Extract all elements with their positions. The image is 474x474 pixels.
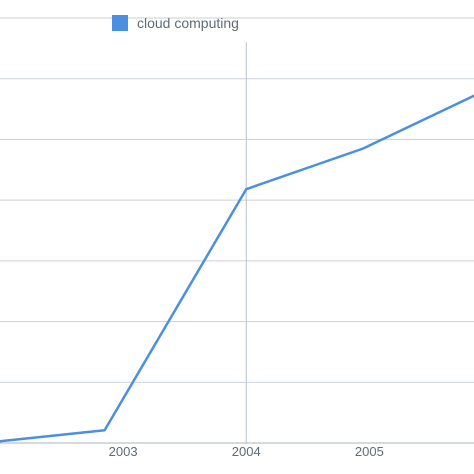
x-tick-label-2005: 2005 xyxy=(355,444,384,459)
horizontal-gridlines xyxy=(0,17,474,383)
series-line-cloud-computing xyxy=(0,94,474,443)
x-tick-label-2003: 2003 xyxy=(109,444,138,459)
series-group xyxy=(0,94,474,443)
legend-label-cloud-computing: cloud computing xyxy=(137,15,239,31)
legend: cloud computing xyxy=(112,15,239,31)
x-tick-label-2004: 2004 xyxy=(232,444,261,459)
x-tick-labels: 2003 2004 2005 xyxy=(109,444,384,459)
legend-swatch-cloud-computing xyxy=(112,15,128,31)
